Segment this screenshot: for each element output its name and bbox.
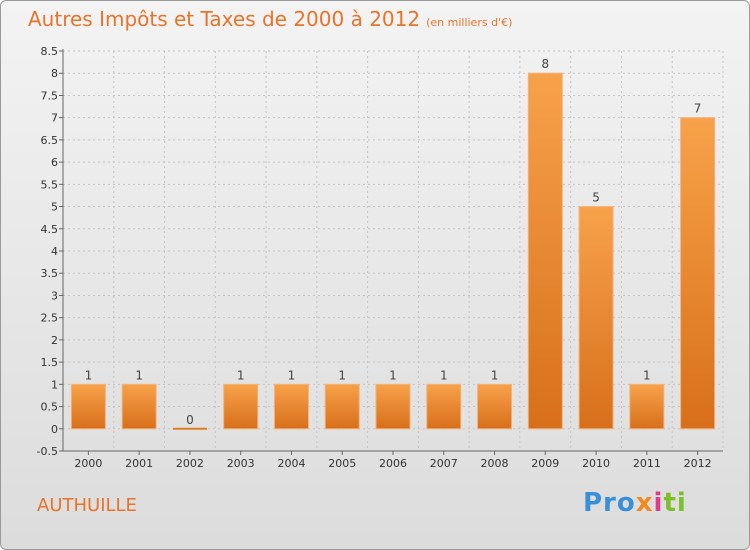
bar-2007: [426, 383, 462, 430]
bar-2000: [70, 383, 106, 430]
data-label-2000: 1: [85, 368, 93, 382]
y-tick-label: 6.5: [41, 134, 59, 147]
axes: [59, 49, 723, 455]
x-tick-label-2003: 2003: [227, 457, 255, 470]
y-tick-label: 5: [51, 201, 58, 214]
bar-2008: [477, 383, 513, 430]
y-tick-label: -0.5: [37, 445, 58, 458]
logo-part-x: x: [635, 488, 654, 518]
data-label-2005: 1: [338, 368, 346, 382]
labels: -0.5 0 0.5 1 1.5 2 2.5 3 3.5 4 4.5 5 5.5 6 6.5 7 7.5 8 8.5…: [37, 45, 712, 470]
bar-2004: [273, 383, 309, 430]
y-tick-label: 0: [51, 423, 58, 436]
y-tick-label: 7.5: [41, 89, 59, 102]
bar-2011: [629, 383, 665, 430]
data-label-2011: 1: [643, 368, 651, 382]
bar-2003: [223, 383, 259, 430]
y-tick-label: 2: [51, 334, 58, 347]
y-tick-label: 8.5: [41, 45, 59, 58]
logo-part-pro: Pro: [583, 488, 636, 518]
bars: [70, 72, 716, 430]
x-tick-label-2009: 2009: [531, 457, 559, 470]
data-label-2001: 1: [135, 368, 143, 382]
bar-2009: [527, 72, 563, 430]
x-tick-label-2010: 2010: [582, 457, 610, 470]
logo-part-ti: ti: [663, 488, 687, 518]
x-tick-label-2001: 2001: [125, 457, 153, 470]
y-tick-label: 8: [51, 67, 58, 80]
data-label-2003: 1: [237, 368, 245, 382]
y-tick-label: 7: [51, 112, 58, 125]
data-label-2002: 0: [186, 413, 194, 427]
data-label-2010: 5: [592, 191, 600, 205]
chart-subtitle: (en milliers d'€): [426, 16, 513, 29]
x-tick-label-2007: 2007: [430, 457, 458, 470]
x-tick-label-2011: 2011: [633, 457, 661, 470]
y-tick-label: 1.5: [41, 356, 59, 369]
chart-title: Autres Impôts et Taxes de 2000 à 2012 (en…: [28, 7, 512, 31]
y-tick-label: 1: [51, 378, 58, 391]
bar-2001: [121, 383, 157, 430]
proxiti-logo: Proxiti: [583, 488, 687, 518]
data-label-2004: 1: [288, 368, 296, 382]
y-tick-label: 6: [51, 156, 58, 169]
x-tick-label-2008: 2008: [481, 457, 509, 470]
logo-part-i: i: [653, 488, 664, 518]
data-label-2007: 1: [440, 368, 448, 382]
y-tick-label: 5.5: [41, 178, 59, 191]
data-label-2012: 7: [694, 102, 702, 116]
x-tick-label-2005: 2005: [328, 457, 356, 470]
chart-title-text: Autres Impôts et Taxes de 2000 à 2012: [28, 7, 421, 31]
y-tick-label: 4.5: [41, 223, 59, 236]
y-tick-label: 4: [51, 245, 58, 258]
bar-2010: [578, 206, 614, 430]
data-label-2009: 8: [541, 57, 549, 71]
y-tick-label: 3: [51, 289, 58, 302]
bar-2005: [324, 383, 360, 430]
x-tick-label-2004: 2004: [277, 457, 305, 470]
bar-2012: [680, 117, 716, 430]
commune-name: AUTHUILLE: [37, 495, 137, 516]
data-label-2006: 1: [389, 368, 397, 382]
y-tick-label: 3.5: [41, 267, 59, 280]
y-tick-label: 2.5: [41, 312, 59, 325]
x-tick-label-2002: 2002: [176, 457, 204, 470]
x-tick-label-2012: 2012: [684, 457, 712, 470]
y-tick-label: 0.5: [41, 401, 59, 414]
x-tick-label-2006: 2006: [379, 457, 407, 470]
data-label-2008: 1: [491, 368, 499, 382]
x-tick-label-2000: 2000: [74, 457, 102, 470]
bar-2006: [375, 383, 411, 430]
